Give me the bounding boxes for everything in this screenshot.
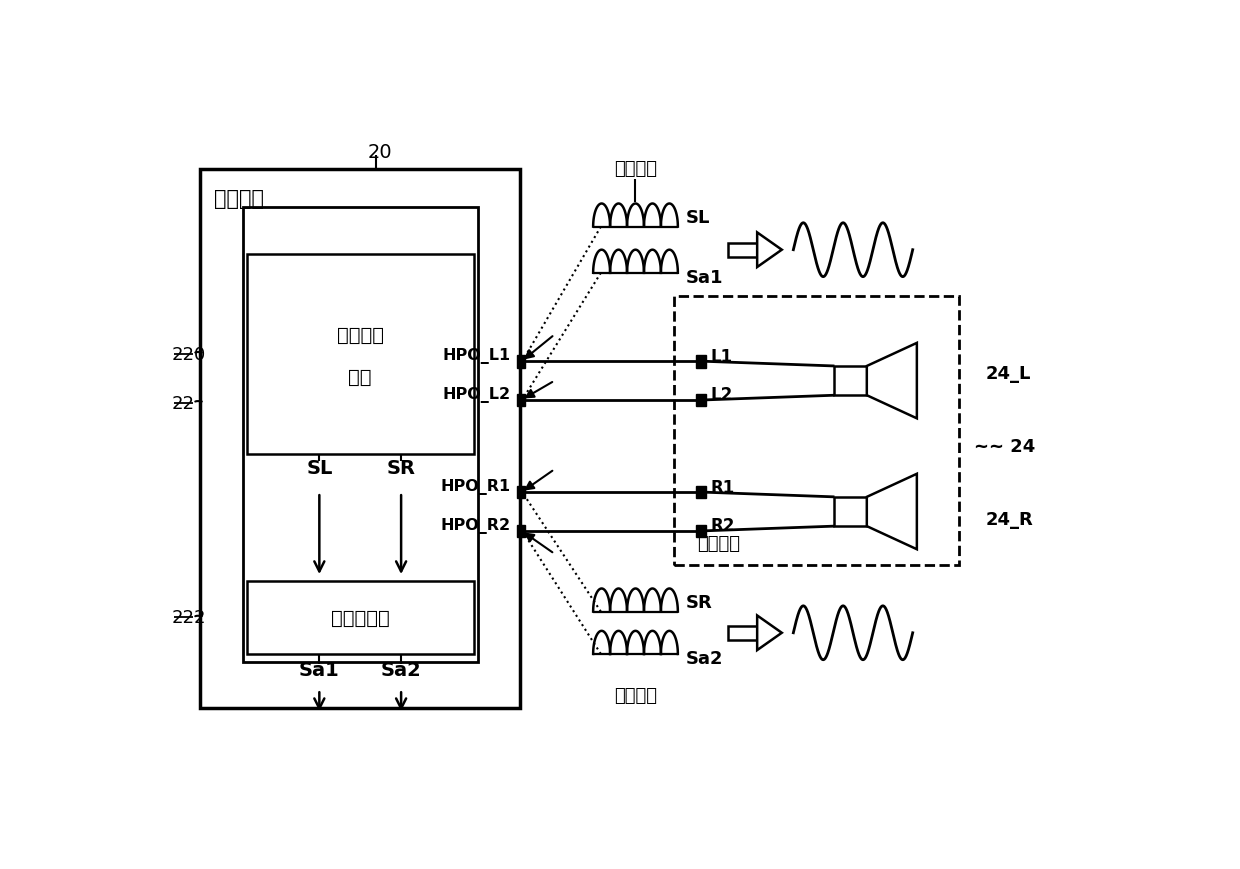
Text: SR: SR [387,458,415,477]
Bar [696,525,707,537]
Text: 相位调整器: 相位调整器 [331,608,389,627]
Text: R1: R1 [711,478,734,496]
Text: HPO_L1: HPO_L1 [443,348,511,364]
Text: SL: SL [306,458,332,477]
Bar [696,355,707,368]
Text: 24_L: 24_L [986,364,1032,382]
Bar [696,395,707,407]
Bar [728,627,758,640]
Text: 22: 22 [171,395,195,412]
Text: ~~ 24: ~~ 24 [975,438,1035,455]
Text: 220: 220 [171,345,206,363]
Text: HPO_L2: HPO_L2 [443,386,511,402]
Text: 电路: 电路 [348,368,372,387]
Bar [517,355,525,368]
Text: 24_R: 24_R [986,511,1034,528]
Bar [835,367,867,395]
Polygon shape [867,474,916,549]
Bar [201,169,520,708]
Text: HPO_R1: HPO_R1 [440,479,511,494]
Text: 222: 222 [171,608,206,627]
Bar [835,497,867,527]
Polygon shape [758,616,781,650]
Bar [247,581,474,654]
Bar [675,296,959,566]
Bar [243,208,477,662]
Text: L1: L1 [711,348,733,366]
Text: 辐射干扰: 辐射干扰 [614,159,657,177]
Text: R2: R2 [711,517,734,534]
Bar [696,487,707,499]
Polygon shape [758,233,781,268]
Text: 辐射干扰: 辐射干扰 [614,687,657,705]
Bar [247,255,474,454]
Text: HPO_R2: HPO_R2 [440,517,511,533]
Bar [728,243,758,257]
Text: Sa2: Sa2 [686,649,723,667]
Text: 集成电路: 集成电路 [215,189,264,209]
Text: 20: 20 [368,143,392,163]
Text: 音频处理: 音频处理 [337,326,383,344]
Text: SL: SL [686,209,711,227]
Bar [517,525,525,537]
Polygon shape [867,343,916,419]
Bar [517,395,525,407]
Text: L2: L2 [711,386,733,404]
Text: 耳机单体: 耳机单体 [697,534,740,552]
Bar [517,487,525,499]
Text: Sa1: Sa1 [686,269,723,286]
Text: Sa2: Sa2 [381,660,422,680]
Text: SR: SR [686,594,712,612]
Text: Sa1: Sa1 [299,660,340,680]
